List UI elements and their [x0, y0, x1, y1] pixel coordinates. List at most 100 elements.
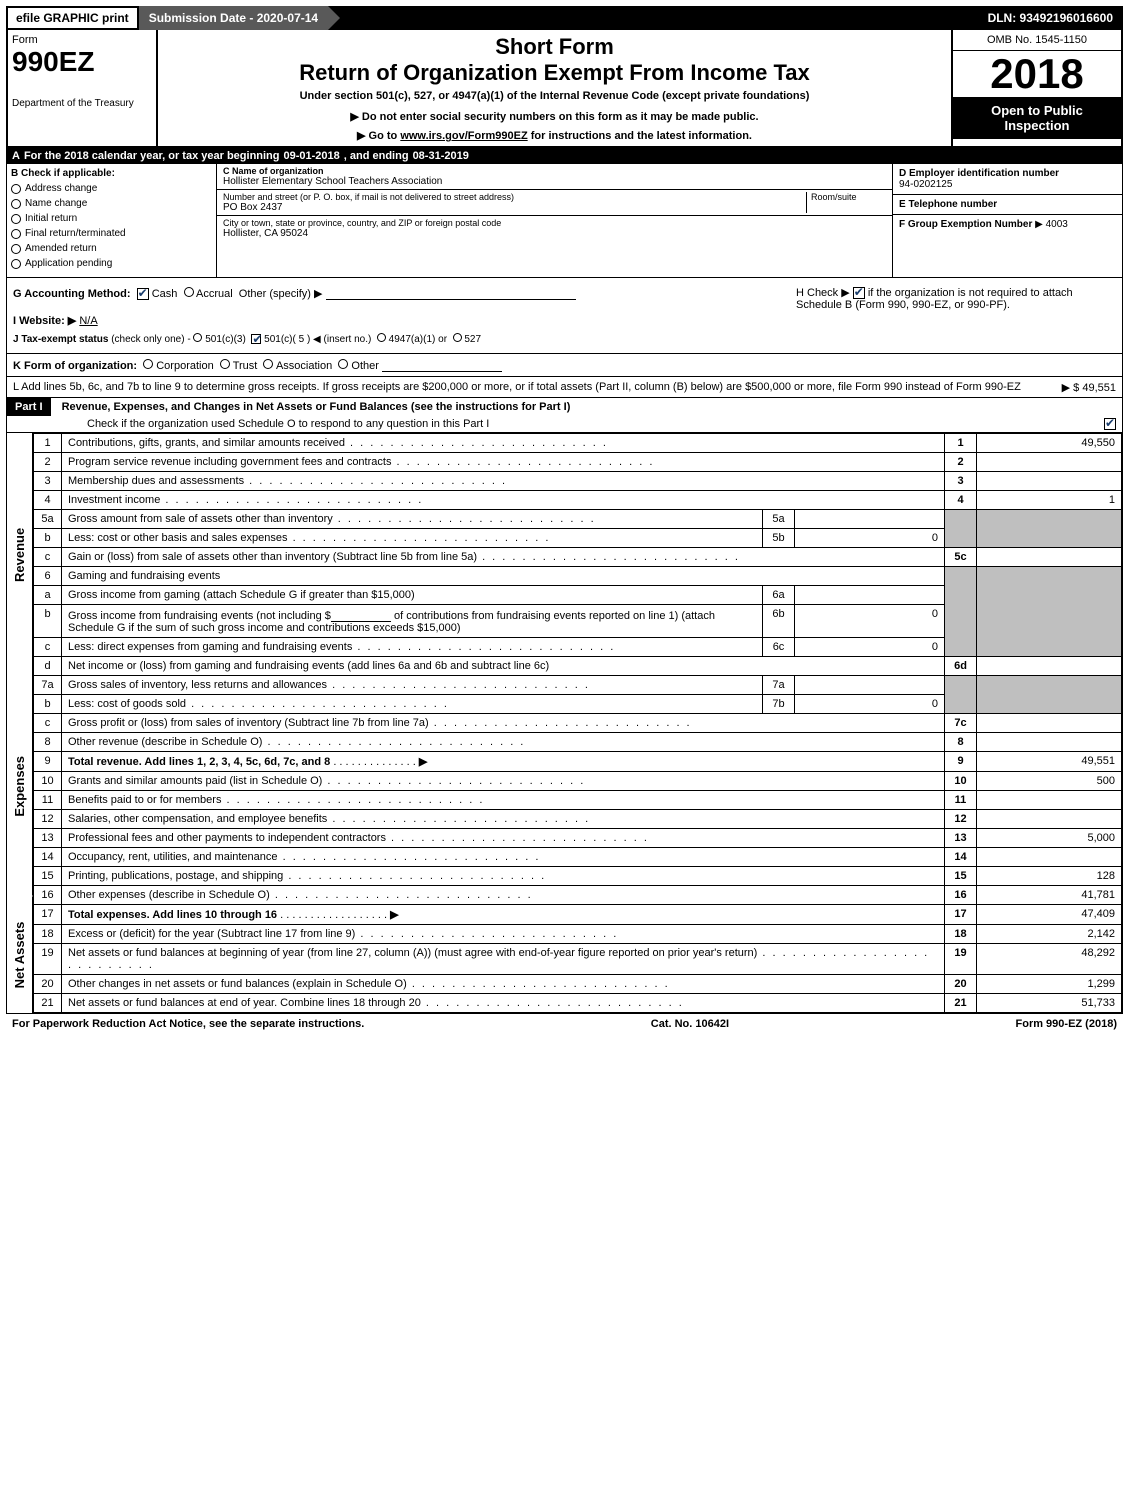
line-5b-desc: Less: cost or other basis and sales expe… — [68, 532, 550, 544]
group-exemption-label: F Group Exemption Number — [899, 219, 1032, 230]
line-13-row: 13Professional fees and other payments t… — [34, 829, 1122, 848]
4947-radio[interactable] — [377, 333, 386, 342]
line-12-amount — [977, 810, 1122, 829]
ein-label: D Employer identification number — [899, 168, 1116, 179]
amended-return-label: Amended return — [25, 243, 97, 254]
trust-radio[interactable] — [220, 359, 230, 369]
tax-year-end: 08-31-2019 — [413, 150, 469, 162]
schedule-o-checkbox[interactable] — [1104, 418, 1116, 430]
line-5a-val — [795, 510, 945, 529]
line-6b-blank[interactable] — [331, 608, 391, 622]
goto-suffix: for instructions and the latest informat… — [528, 130, 752, 142]
section-l-value: ▶ $ 49,551 — [1062, 381, 1116, 394]
line-16-row: 16Other expenses (describe in Schedule O… — [34, 886, 1122, 905]
other-specify-input[interactable] — [326, 286, 576, 300]
form-header: Form 990EZ Department of the Treasury Sh… — [6, 30, 1123, 148]
form-label: Form — [12, 34, 152, 46]
schedule-b-checkbox[interactable] — [853, 287, 865, 299]
line-6-desc: Gaming and fundraising events — [62, 567, 945, 586]
line-18-row: 18Excess or (deficit) for the year (Subt… — [34, 925, 1122, 944]
other-label: Other (specify) ▶ — [239, 288, 323, 300]
line-9-amount: 49,551 — [977, 752, 1122, 772]
line-1-amount: 49,550 — [977, 434, 1122, 453]
line-7a-desc: Gross sales of inventory, less returns a… — [68, 679, 590, 691]
section-b-title: B Check if applicable: — [11, 168, 212, 179]
return-title: Return of Organization Exempt From Incom… — [162, 60, 947, 86]
line-7c-desc: Gross profit or (loss) from sales of inv… — [68, 717, 692, 729]
line-16-amount: 41,781 — [977, 886, 1122, 905]
warning-text: ▶ Do not enter social security numbers o… — [162, 110, 947, 123]
form-org-label: K Form of organization: — [13, 360, 137, 372]
group-exemption-value: ▶ 4003 — [1035, 219, 1068, 230]
tax-exempt-hint: (check only one) - — [111, 334, 190, 345]
room-label: Room/suite — [811, 192, 886, 202]
initial-return-radio[interactable] — [11, 214, 21, 224]
corporation-radio[interactable] — [143, 359, 153, 369]
website-value: N/A — [79, 315, 97, 327]
line-7b-val: 0 — [795, 695, 945, 714]
line-7c-row: cGross profit or (loss) from sales of in… — [34, 714, 1122, 733]
line-15-amount: 128 — [977, 867, 1122, 886]
address-change-radio[interactable] — [11, 184, 21, 194]
line-8-row: 8Other revenue (describe in Schedule O)8 — [34, 733, 1122, 752]
other-org-input[interactable] — [382, 358, 502, 372]
line-3-amount — [977, 472, 1122, 491]
application-pending-radio[interactable] — [11, 259, 21, 269]
dln-label: DLN: 93492196016600 — [978, 11, 1123, 25]
4947-label: 4947(a)(1) or — [389, 334, 447, 345]
line-21-row: 21Net assets or fund balances at end of … — [34, 994, 1122, 1013]
section-gh: G Accounting Method: Cash Accrual Other … — [6, 278, 1123, 354]
goto-text: ▶ Go to www.irs.gov/Form990EZ for instru… — [162, 129, 947, 142]
city-value: Hollister, CA 95024 — [223, 228, 886, 239]
line-6a-val — [795, 586, 945, 605]
line-21-amount: 51,733 — [977, 994, 1122, 1013]
association-radio[interactable] — [263, 359, 273, 369]
line-15-desc: Printing, publications, postage, and shi… — [68, 870, 546, 882]
irs-link[interactable]: www.irs.gov/Form990EZ — [400, 130, 527, 142]
part-i-body: Revenue Expenses Net Assets 1Contributio… — [6, 433, 1123, 1014]
section-def: D Employer identification number 94-0202… — [892, 164, 1122, 277]
line-3-row: 3Membership dues and assessments3 — [34, 472, 1122, 491]
form-number: 990EZ — [12, 46, 152, 78]
accrual-radio[interactable] — [184, 287, 194, 297]
line-18-amount: 2,142 — [977, 925, 1122, 944]
efile-print-label[interactable]: efile GRAPHIC print — [6, 6, 139, 30]
line-8-desc: Other revenue (describe in Schedule O) — [68, 736, 525, 748]
website-label: I Website: ▶ — [13, 315, 76, 327]
line-14-desc: Occupancy, rent, utilities, and maintena… — [68, 851, 540, 863]
final-return-radio[interactable] — [11, 229, 21, 239]
line-10-desc: Grants and similar amounts paid (list in… — [68, 775, 585, 787]
cash-checkbox[interactable] — [137, 288, 149, 300]
section-bcdef: B Check if applicable: Address change Na… — [6, 164, 1123, 278]
cash-label: Cash — [152, 288, 178, 300]
527-radio[interactable] — [453, 333, 462, 342]
other-org-label: Other — [351, 360, 379, 372]
name-change-label: Name change — [25, 198, 87, 209]
section-l-text: L Add lines 5b, 6c, and 7b to line 9 to … — [13, 381, 1021, 393]
line-5a-row: 5aGross amount from sale of assets other… — [34, 510, 1122, 529]
footer-mid: Cat. No. 10642I — [651, 1018, 729, 1030]
part-i-label: Part I — [7, 398, 51, 416]
line-6b-pre: Gross income from fundraising events (no… — [68, 610, 331, 622]
footer-left: For Paperwork Reduction Act Notice, see … — [12, 1018, 364, 1030]
501c3-radio[interactable] — [193, 333, 202, 342]
revenue-vertical-label: Revenue — [7, 433, 33, 677]
amended-return-radio[interactable] — [11, 244, 21, 254]
accounting-method-label: G Accounting Method: — [13, 288, 131, 300]
part-i-check-text: Check if the organization used Schedule … — [87, 418, 489, 430]
501c-label: 501(c)( 5 ) ◀ (insert no.) — [264, 334, 371, 345]
line-5b-val: 0 — [795, 529, 945, 548]
expenses-vertical-label: Expenses — [7, 677, 33, 896]
line-5c-amount — [977, 548, 1122, 567]
line-13-amount: 5,000 — [977, 829, 1122, 848]
trust-label: Trust — [233, 360, 258, 372]
line-16-desc: Other expenses (describe in Schedule O) — [68, 889, 533, 901]
submission-date-label: Submission Date - 2020-07-14 — [139, 6, 328, 30]
section-b: B Check if applicable: Address change Na… — [7, 164, 217, 277]
line-6d-desc: Net income or (loss) from gaming and fun… — [62, 657, 945, 676]
page-footer: For Paperwork Reduction Act Notice, see … — [6, 1014, 1123, 1034]
other-org-radio[interactable] — [338, 359, 348, 369]
name-change-radio[interactable] — [11, 199, 21, 209]
501c-checkbox[interactable] — [251, 334, 261, 344]
line-11-desc: Benefits paid to or for members — [68, 794, 484, 806]
